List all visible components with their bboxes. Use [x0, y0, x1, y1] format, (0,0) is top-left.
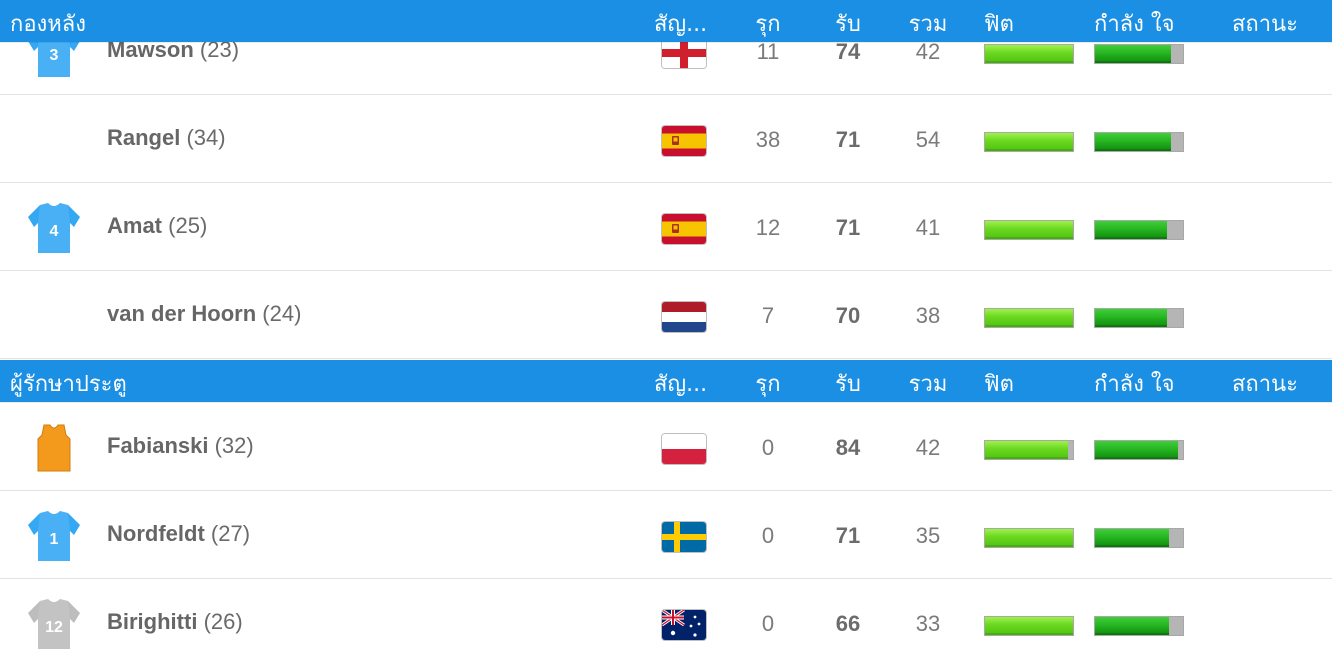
- section-header: กองหลัง สัญ... รุก รับ รวม ฟิต กำลัง ใจ สถานะ: [0, 0, 1332, 42]
- player-row[interactable]: Fabianski (32) 0 84 42: [0, 403, 1332, 491]
- poland-flag-icon: [662, 434, 706, 464]
- fitness-bar: [984, 308, 1074, 328]
- col-fitness-header[interactable]: ฟิต: [984, 372, 1014, 397]
- morale-bar: [1094, 308, 1184, 328]
- svg-text:12: 12: [45, 619, 63, 636]
- defense-value: 71: [835, 523, 861, 548]
- svg-text:4: 4: [50, 223, 59, 240]
- col-attack-header[interactable]: รุก: [755, 12, 781, 37]
- defense-value: 84: [835, 435, 861, 460]
- player-row[interactable]: 4 Amat (25) 12 71 41: [0, 183, 1332, 271]
- svg-text:3: 3: [50, 47, 59, 64]
- player-row[interactable]: 1 Nordfeldt (27) 0 71 35: [0, 491, 1332, 579]
- overall-value: 41: [915, 215, 941, 240]
- player-age: (27): [210, 521, 251, 546]
- defense-value: 70: [835, 303, 861, 328]
- attack-value: 7: [761, 303, 775, 328]
- col-morale-header[interactable]: กำลัง ใจ: [1094, 372, 1175, 397]
- col-defense-header[interactable]: รับ: [835, 12, 861, 37]
- morale-bar: [1094, 616, 1184, 636]
- shirt-icon: 4: [26, 201, 82, 255]
- fitness-bar: [984, 528, 1074, 548]
- player-age: (32): [214, 433, 254, 458]
- col-fitness-header[interactable]: ฟิต: [984, 12, 1014, 37]
- overall-value: 54: [915, 127, 941, 152]
- attack-value: 11: [756, 39, 780, 64]
- overall-value: 33: [915, 611, 941, 636]
- player-name: van der Hoorn (24): [107, 301, 302, 326]
- morale-bar: [1094, 44, 1184, 64]
- sweden-flag-icon: [662, 522, 706, 552]
- player-name: Amat (25): [107, 213, 208, 238]
- attack-value: 0: [761, 523, 775, 548]
- defense-value: 66: [835, 611, 861, 636]
- bib-icon: [26, 421, 82, 475]
- attack-value: 12: [755, 215, 781, 240]
- fitness-bar: [984, 440, 1074, 460]
- player-age: (24): [262, 301, 302, 326]
- player-name: Birighitti (26): [107, 609, 243, 634]
- col-flag-header[interactable]: สัญ...: [654, 12, 708, 37]
- player-name: Rangel (34): [107, 125, 226, 150]
- section-title: ผู้รักษาประตู: [10, 372, 127, 397]
- defense-value: 71: [835, 127, 861, 152]
- morale-bar: [1094, 220, 1184, 240]
- col-status-header[interactable]: สถานะ: [1232, 12, 1298, 37]
- svg-text:1: 1: [50, 531, 59, 548]
- australia-flag-icon: [662, 610, 706, 640]
- morale-bar: [1094, 440, 1184, 460]
- fitness-bar: [984, 44, 1074, 64]
- overall-value: 42: [915, 435, 941, 460]
- shirt-icon: 1: [26, 509, 82, 563]
- attack-value: 0: [761, 611, 775, 636]
- netherlands-flag-icon: [662, 302, 706, 332]
- player-age: (26): [203, 609, 243, 634]
- player-name: Fabianski (32): [107, 433, 254, 458]
- col-attack-header[interactable]: รุก: [755, 372, 781, 397]
- shirt-icon: 12: [26, 597, 82, 651]
- fitness-bar: [984, 616, 1074, 636]
- section-title: กองหลัง: [10, 12, 87, 37]
- morale-bar: [1094, 132, 1184, 152]
- col-morale-header[interactable]: กำลัง ใจ: [1094, 12, 1175, 37]
- attack-value: 38: [755, 127, 781, 152]
- england-flag-icon: [662, 38, 706, 68]
- overall-value: 38: [915, 303, 941, 328]
- overall-value: 35: [915, 523, 941, 548]
- player-name: Nordfeldt (27): [107, 521, 251, 546]
- attack-value: 0: [761, 435, 775, 460]
- player-row[interactable]: van der Hoorn (24) 7 70 38: [0, 271, 1332, 359]
- section-header: ผู้รักษาประตู สัญ... รุก รับ รวม ฟิต กำลัง ใจ ส…: [0, 360, 1332, 402]
- player-row[interactable]: 12 Birighitti (26) 0 66 33: [0, 579, 1332, 666]
- spain-flag-icon: [662, 214, 706, 244]
- col-status-header[interactable]: สถานะ: [1232, 372, 1298, 397]
- col-overall-header[interactable]: รวม: [908, 12, 948, 37]
- defense-value: 74: [835, 39, 861, 64]
- spain-flag-icon: [662, 126, 706, 156]
- fitness-bar: [984, 132, 1074, 152]
- overall-value: 42: [915, 39, 941, 64]
- col-overall-header[interactable]: รวม: [908, 372, 948, 397]
- fitness-bar: [984, 220, 1074, 240]
- morale-bar: [1094, 528, 1184, 548]
- player-age: (25): [168, 213, 208, 238]
- defense-value: 71: [835, 215, 861, 240]
- col-defense-header[interactable]: รับ: [835, 372, 861, 397]
- col-flag-header[interactable]: สัญ...: [654, 372, 708, 397]
- player-age: (34): [186, 125, 226, 150]
- player-row[interactable]: Rangel (34) 38 71 54: [0, 95, 1332, 183]
